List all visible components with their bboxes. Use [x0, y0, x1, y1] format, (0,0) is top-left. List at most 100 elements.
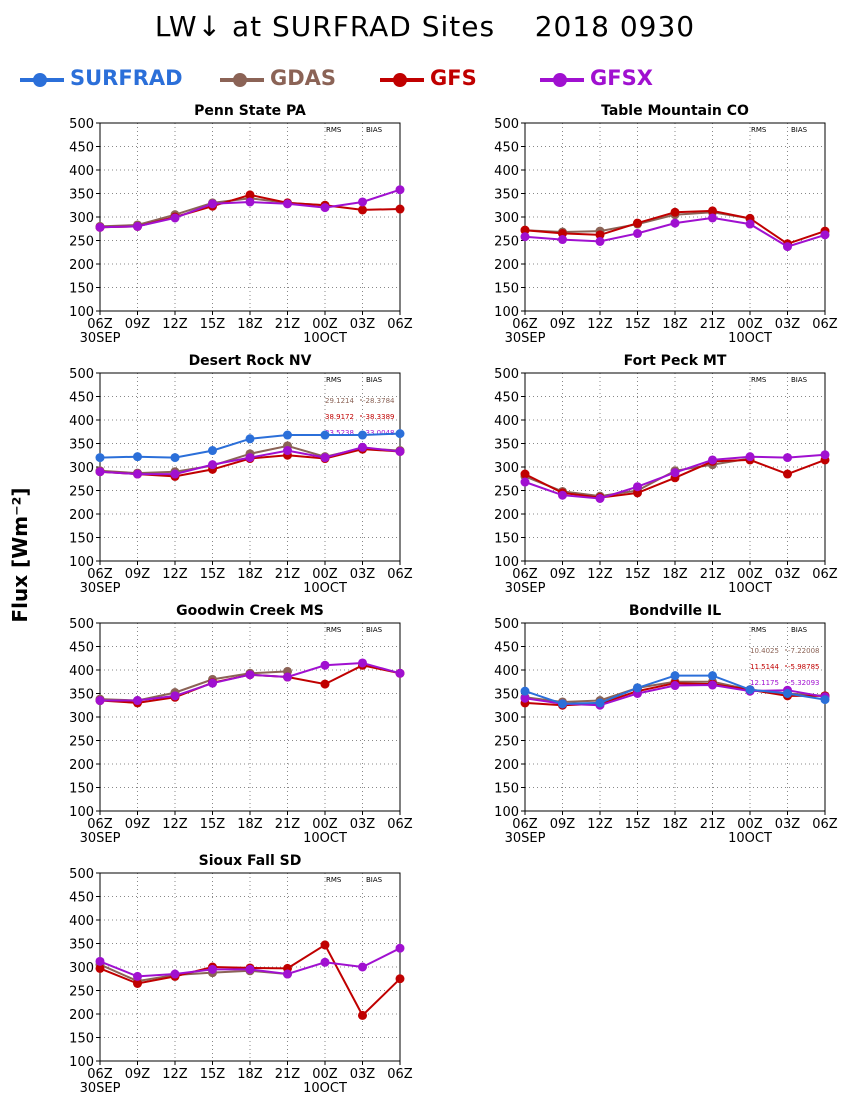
y-tick-label: 250	[494, 485, 519, 500]
legend-marker	[20, 73, 64, 87]
data-point-surfrad	[208, 446, 217, 456]
data-point-gfsx	[520, 693, 530, 703]
x-tick-label: 06Z	[512, 567, 538, 582]
data-point-gfsx	[245, 197, 255, 207]
x-tick-label: 00Z	[312, 817, 338, 832]
data-point-surfrad	[633, 683, 642, 693]
x-tick-label: 30SEP	[505, 581, 546, 596]
data-point-surfrad	[520, 686, 530, 696]
stats-header-bias: BIAS	[366, 876, 383, 884]
data-point-gfs	[520, 469, 530, 479]
legend-label: GFS	[430, 66, 477, 90]
data-point-surfrad	[320, 430, 330, 440]
x-tick-label: 06Z	[812, 317, 838, 332]
x-tick-label: 00Z	[737, 317, 763, 332]
data-point-gfsx	[245, 964, 255, 974]
x-tick-label: 03Z	[350, 1067, 376, 1082]
data-point-gfsx	[320, 957, 330, 967]
x-tick-label: 12Z	[587, 567, 613, 582]
data-point-gfs	[320, 940, 330, 950]
data-point-gfsx	[670, 218, 680, 228]
y-tick-label: 500	[494, 617, 519, 632]
data-point-gfsx	[708, 213, 717, 223]
data-point-gfs	[245, 190, 255, 200]
series-surfrad	[520, 671, 830, 709]
series-surfrad	[95, 429, 405, 463]
x-tick-label: 00Z	[737, 567, 763, 582]
series-gfsx	[520, 213, 830, 252]
data-point-gfsx	[170, 969, 180, 979]
x-tick-label: 18Z	[237, 567, 263, 582]
data-point-surfrad	[783, 689, 792, 698]
x-tick-label: 00Z	[312, 317, 338, 332]
x-tick-label: 15Z	[625, 567, 651, 582]
data-point-surfrad	[745, 685, 755, 695]
data-point-gfsx	[783, 453, 792, 463]
data-point-gfs	[358, 1010, 367, 1020]
y-tick-label: 300	[69, 711, 94, 726]
data-point-gfsx	[208, 678, 217, 688]
data-point-gfsx	[133, 469, 142, 479]
data-point-gfsx	[170, 691, 180, 701]
y-tick-label: 350	[69, 688, 94, 703]
y-tick-label: 100	[69, 805, 94, 820]
legend-label: GFSX	[590, 66, 653, 90]
y-tick-label: 200	[494, 508, 519, 523]
data-point-gfsx	[320, 203, 330, 213]
data-point-gfs	[395, 974, 405, 984]
x-tick-label: 03Z	[350, 317, 376, 332]
legend-item-surfrad: SURFRAD	[18, 66, 183, 94]
x-tick-label: 15Z	[625, 317, 651, 332]
chart-sioux-fall-sd: Sioux Fall SD 100 150 200 250 300 350 400 450 500…	[69, 853, 413, 1096]
data-point-gfsx	[395, 668, 405, 678]
stats-header-bias: BIAS	[791, 376, 808, 384]
y-tick-label: 400	[69, 914, 94, 929]
x-tick-label: 21Z	[700, 817, 726, 832]
x-tick-label: 10OCT	[728, 831, 772, 846]
x-tick-label: 06Z	[87, 317, 113, 332]
data-point-gfsx	[395, 943, 405, 953]
y-tick-label: 450	[69, 391, 94, 406]
series-line-gdas	[99, 963, 288, 983]
x-tick-label: 06Z	[387, 817, 413, 832]
data-point-gfs	[358, 205, 367, 215]
series-gfsx	[95, 185, 405, 232]
legend-marker	[380, 73, 424, 87]
data-point-gfs	[670, 207, 680, 217]
data-point-surfrad	[558, 699, 567, 709]
data-point-gfsx	[245, 453, 255, 463]
y-tick-label: 200	[69, 508, 94, 523]
x-tick-label: 21Z	[700, 567, 726, 582]
x-tick-label: 06Z	[87, 567, 113, 582]
x-tick-label: 06Z	[387, 1067, 413, 1082]
chart-desert-rock-nv: Desert Rock NV 100 150 200 250 300 350 400 450 50…	[69, 353, 413, 596]
x-tick-label: 21Z	[275, 817, 301, 832]
x-tick-label: 15Z	[200, 317, 226, 332]
data-point-surfrad	[395, 429, 405, 439]
y-tick-label: 300	[494, 211, 519, 226]
data-point-gfsx	[283, 672, 292, 682]
data-point-gfsx	[783, 242, 792, 252]
stats-rms-gfsx: 33.5238	[325, 429, 354, 437]
data-point-gfs	[133, 978, 142, 988]
x-tick-label: 30SEP	[80, 331, 121, 346]
data-point-gfsx	[358, 658, 367, 668]
data-point-gfs	[633, 218, 642, 228]
x-tick-label: 12Z	[587, 817, 613, 832]
data-point-gfsx	[95, 222, 105, 232]
data-point-gfsx	[520, 477, 530, 487]
data-point-gfsx	[170, 213, 180, 223]
x-tick-label: 12Z	[587, 317, 613, 332]
stats-rms-gfs: 38.9172	[325, 413, 354, 421]
y-tick-label: 400	[69, 414, 94, 429]
data-point-surfrad	[133, 452, 142, 462]
data-point-gfs	[95, 963, 105, 973]
y-tick-label: 300	[69, 461, 94, 476]
x-tick-label: 15Z	[625, 817, 651, 832]
stats-rms-gdas: 29.1214	[325, 397, 354, 405]
chart-title: Goodwin Creek MS	[176, 603, 324, 619]
series-gdas	[95, 193, 330, 231]
y-tick-label: 300	[69, 211, 94, 226]
x-tick-label: 00Z	[312, 1067, 338, 1082]
data-point-gfs	[783, 469, 792, 479]
